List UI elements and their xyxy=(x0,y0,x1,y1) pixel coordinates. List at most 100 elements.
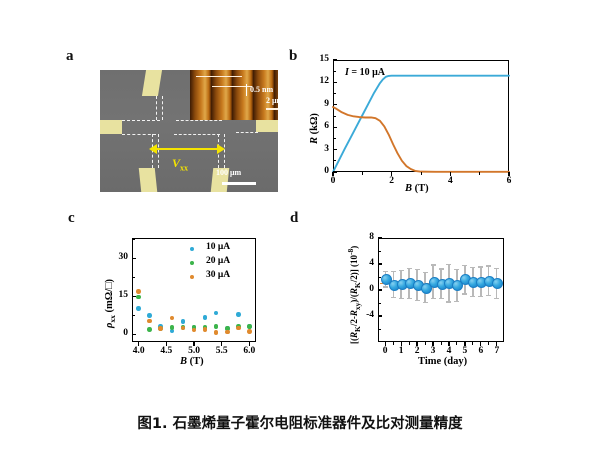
panel-c-legend-marker xyxy=(190,261,195,266)
panel-d-xtick xyxy=(464,342,466,346)
panel-c-xlabel: B (T) xyxy=(180,356,204,367)
panel-d-errorbar-cap-top xyxy=(390,271,396,273)
panel-d-errorbar-cap-bottom xyxy=(438,298,444,300)
panel-b-letter: b xyxy=(289,48,298,64)
afm-length-bar xyxy=(266,108,278,110)
panel-d-errorbar-cap-bottom xyxy=(446,301,452,303)
panel-c-axes xyxy=(132,238,256,342)
panel-d-errorbar-cap-bottom xyxy=(470,295,476,297)
panel-b-xticklabel: 2 xyxy=(389,176,395,186)
vxx-label: Vxx xyxy=(172,156,189,173)
panel-d-errorbar-cap-bottom xyxy=(462,293,468,295)
panel-c-ytick xyxy=(132,257,136,259)
panel-c-datapoint xyxy=(147,327,152,332)
panel-c-yticklabel: 30 xyxy=(118,252,129,263)
panel-b-yminortick xyxy=(333,93,336,95)
panel-c-datapoint xyxy=(224,326,230,331)
panel-d-xticklabel: 6 xyxy=(478,346,484,356)
panel-d-xtick xyxy=(416,342,418,346)
panel-b-yticklabel: 3 xyxy=(324,143,329,154)
panel-c-yticklabel: 15 xyxy=(118,290,129,301)
panel-d-errorbar-cap-bottom xyxy=(454,301,460,303)
panel-d-errorbar-cap-top xyxy=(406,267,412,270)
hallbar-outline-top2 xyxy=(176,120,222,121)
panel-d-errorbar-cap-top xyxy=(430,264,436,266)
panel-c-legend-item: 30 μA xyxy=(190,270,254,284)
panel-c-legend-item: 20 μA xyxy=(190,256,254,270)
contact-pad-bottom-left xyxy=(138,168,158,192)
panel-c-legend-label: 10 μA xyxy=(206,242,231,252)
panel-c-letter: c xyxy=(68,210,75,226)
panel-b-yminortick xyxy=(333,137,336,139)
panel-b-yticklabel: 12 xyxy=(319,76,330,87)
panel-c-legend: 10 μA 20 μA 30 μA xyxy=(190,242,254,284)
panel-c-xticklabel: 4.5 xyxy=(160,346,173,356)
panel-d-xtick xyxy=(496,342,498,346)
panel-c-datapoint xyxy=(169,328,175,334)
panel-c-datapoint xyxy=(147,313,152,318)
panel-d-errorbar-cap-top xyxy=(454,268,460,270)
panel-d-xminortick xyxy=(408,342,410,345)
panel-c-legend-item: 10 μA xyxy=(190,242,254,256)
panel-b-xminortick xyxy=(361,172,363,175)
panel-c-yticklabel: 0 xyxy=(123,328,128,339)
panel-d-xminortick xyxy=(392,342,394,345)
afm-height-label: 0.5 nm xyxy=(250,85,274,94)
panel-d-errorbar-cap-top xyxy=(470,266,476,269)
panel-d-xticklabel: 7 xyxy=(494,346,500,356)
afm-profile-line-2 xyxy=(212,86,252,87)
panel-d-letter: d xyxy=(290,210,299,226)
panel-d-xticklabel: 1 xyxy=(398,346,404,356)
panel-c-xtick xyxy=(221,342,223,346)
panel-c-datapoint xyxy=(180,325,186,331)
panel-c-datapoint xyxy=(191,327,197,333)
panel-d-xtick xyxy=(448,342,450,346)
panel-c-datapoint xyxy=(158,326,164,331)
panel-c-xticklabel: 4.0 xyxy=(132,346,145,356)
panel-d-yticklabel: 0 xyxy=(369,284,374,294)
panel-c-datapoint xyxy=(235,325,241,331)
panel-c-datapoint xyxy=(180,319,186,324)
contact-pad-right xyxy=(256,118,278,132)
panel-c-xtick xyxy=(165,342,167,346)
panel-c-yminortick xyxy=(132,314,135,316)
panel-c-datapoint xyxy=(213,330,219,335)
panel-b-yticklabel: 15 xyxy=(319,54,330,64)
hallbar-outline-bottom xyxy=(122,134,156,135)
panel-d-errorbar-cap-bottom xyxy=(414,299,420,302)
panel-d-xticklabel: 3 xyxy=(430,346,436,356)
panel-b-chart: I = 10 μA B (T) R (kΩ) 0 2 4 6 0 3 6 9 12 15 xyxy=(305,52,515,194)
panel-b-xtick xyxy=(449,172,451,176)
panel-d-yminortick xyxy=(378,276,381,278)
panel-d-yticklabel: 8 xyxy=(369,232,374,242)
panel-d-xminortick xyxy=(488,342,490,345)
panel-c-xtick xyxy=(248,342,250,346)
panel-d-errorbar-cap-top xyxy=(494,267,500,270)
panel-d-errorbar-cap-bottom xyxy=(406,297,412,300)
panel-b-xtick xyxy=(508,172,510,176)
panel-c-datapoint xyxy=(224,329,230,335)
panel-d-ytick xyxy=(378,315,382,317)
panel-d-errorbar-cap-bottom xyxy=(494,297,500,300)
panel-b-annotation: I = 10 μA xyxy=(345,67,385,78)
panel-d-xminortick xyxy=(424,342,426,345)
afm-profile-line-1 xyxy=(196,76,242,77)
hallbar-outline-top xyxy=(122,120,160,121)
scale-bar xyxy=(222,182,256,185)
panel-b-xticklabel: 4 xyxy=(447,176,453,186)
panel-c-yminortick xyxy=(132,238,135,240)
panel-d-errorbar-cap-top xyxy=(486,265,492,267)
panel-d-errorbar-cap-bottom xyxy=(382,286,388,288)
panel-c-legend-label: 30 μA xyxy=(206,270,231,280)
panel-c-chart: 10 μA 20 μA 30 μA B (T) ρxx (mΩ/□) 4.0 4.5 5… xyxy=(98,232,258,367)
panel-c-xticklabel: 5.0 xyxy=(188,346,200,356)
panel-d-errorbar-cap-bottom xyxy=(486,295,492,297)
panel-d-errorbar-cap-bottom xyxy=(430,298,436,300)
panel-a-letter: a xyxy=(66,48,74,64)
panel-d-datapoint xyxy=(452,280,464,292)
panel-c-datapoint xyxy=(247,323,252,329)
panel-b-ytick xyxy=(333,171,337,173)
panel-d-errorbar-cap-bottom xyxy=(390,297,396,299)
panel-c-datapoint xyxy=(202,315,208,320)
